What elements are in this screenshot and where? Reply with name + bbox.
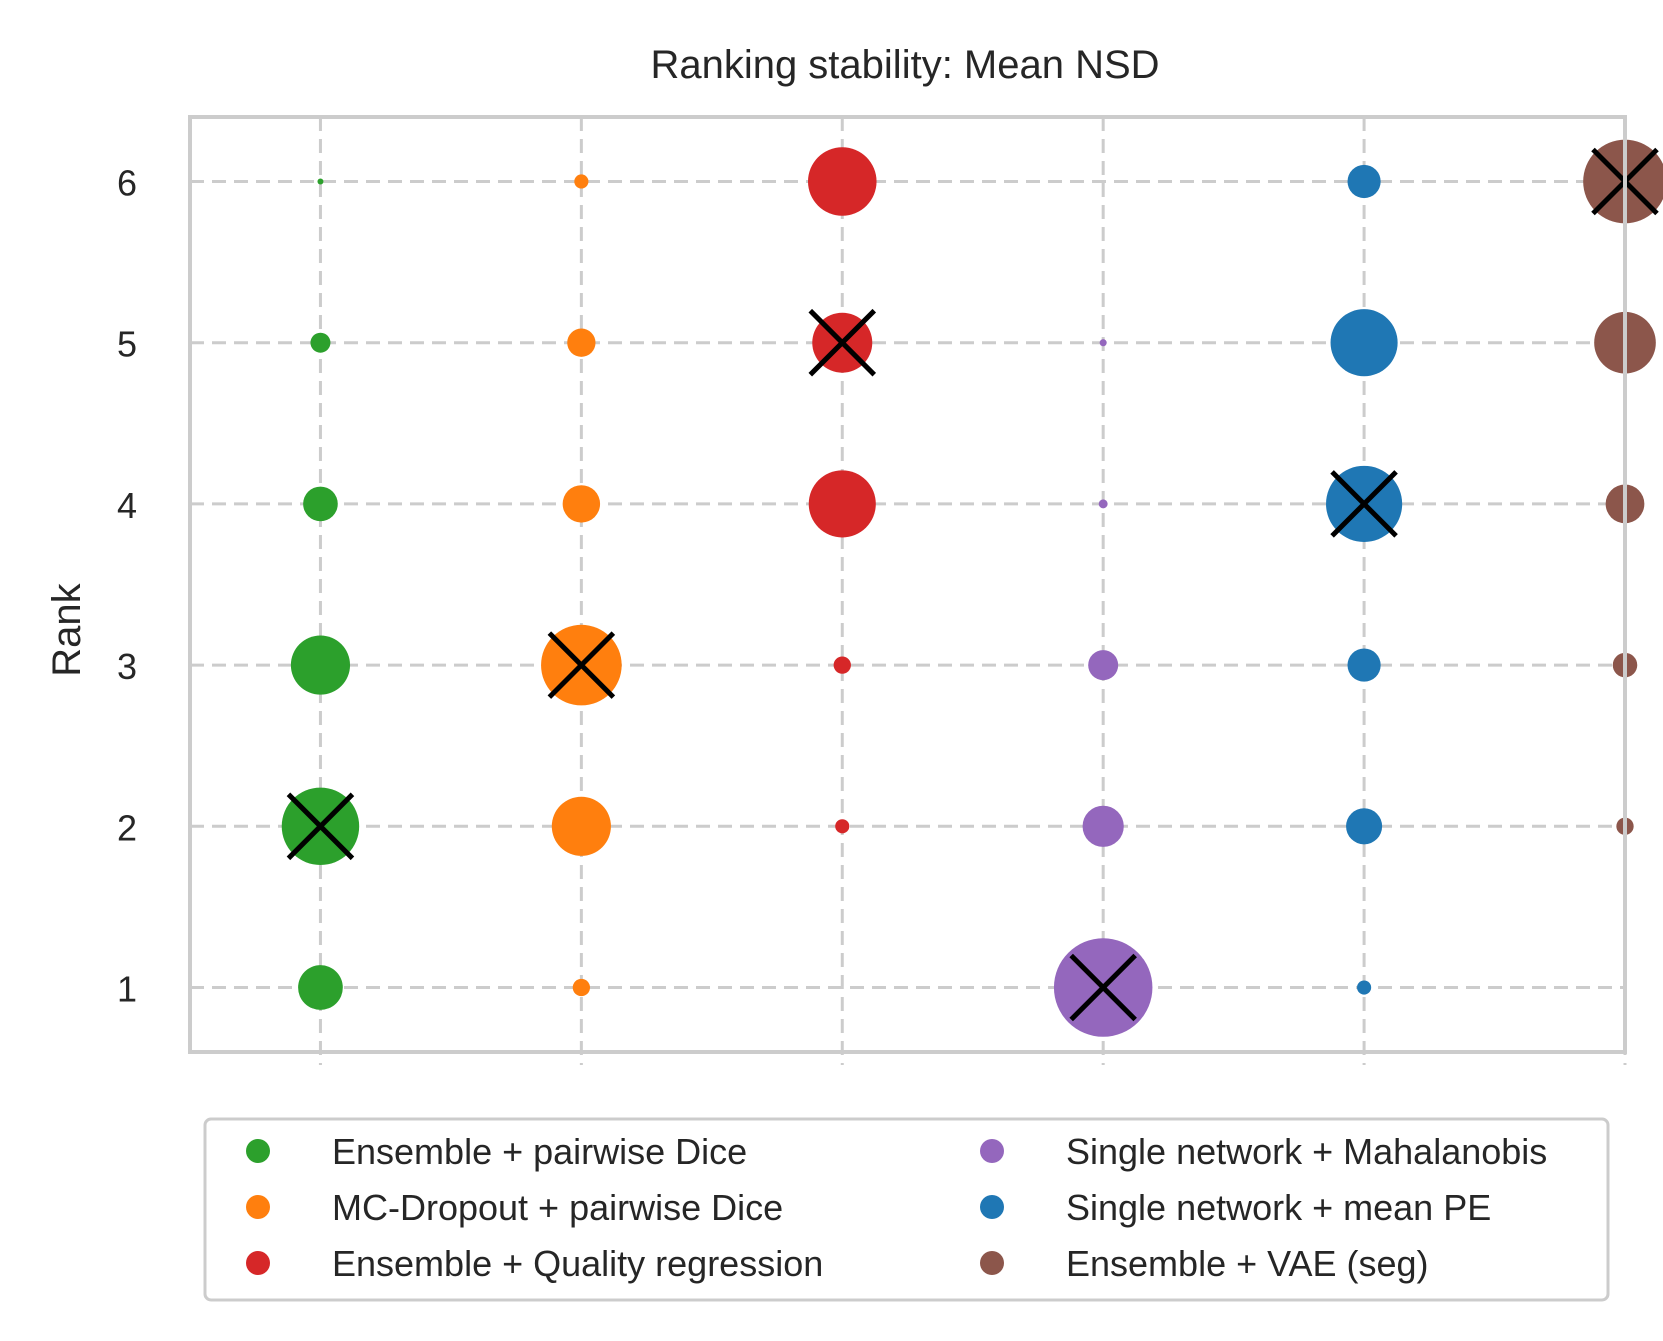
rank-point-s2-r4: [562, 485, 601, 523]
rank-point-s2-r6: [574, 174, 589, 189]
median-cross-s5: [1330, 470, 1398, 538]
y-tick-label: 1: [117, 969, 137, 1010]
rank-point-s4-r4: [1098, 499, 1108, 509]
rank-markers: [281, 139, 1663, 1037]
median-cross-s4: [1069, 953, 1137, 1022]
rank-point-s2-r2: [551, 796, 611, 856]
legend-label: Ensemble + Quality regression: [332, 1243, 823, 1284]
legend-item: Ensemble + pairwise Dice: [246, 1131, 747, 1172]
rank-point-s3-r2: [835, 819, 850, 834]
median-rank-crosses: [286, 147, 1659, 1022]
rank-point-s5-r6: [1347, 164, 1381, 199]
y-tick-label: 2: [117, 807, 137, 848]
y-tick-label: 4: [117, 485, 137, 526]
y-tick-label: 6: [117, 162, 137, 203]
legend-items: Ensemble + pairwise Dice MC-Dropout + pai…: [246, 1131, 1547, 1284]
rank-point-s5-r1: [1357, 980, 1372, 995]
legend: Ensemble + pairwise Dice MC-Dropout + pai…: [203, 1117, 1610, 1302]
legend-item: MC-Dropout + pairwise Dice: [246, 1187, 783, 1228]
rank-point-s1-r4: [303, 486, 338, 522]
rank-point-s4-r2: [1082, 805, 1124, 847]
legend-item: Ensemble + VAE (seg): [980, 1243, 1429, 1284]
y-axis-label: Rank: [45, 582, 89, 676]
median-cross-s3: [808, 308, 877, 377]
legend-item: Single network + Mahalanobis: [980, 1131, 1547, 1172]
rank-point-s2-r1: [572, 978, 591, 997]
legend-label: MC-Dropout + pairwise Dice: [332, 1187, 783, 1228]
cross-stroke: [286, 792, 355, 861]
rank-point-s3-r3: [833, 656, 851, 674]
legend-swatch: [246, 1195, 270, 1219]
legend-item: Single network + mean PE: [980, 1187, 1491, 1228]
median-cross-s1: [286, 792, 355, 861]
rank-point-s1-r3: [290, 635, 351, 695]
legend-swatch: [246, 1251, 270, 1275]
cross-stroke: [1069, 953, 1137, 1022]
rank-point-s4-r3: [1088, 650, 1119, 681]
cross-stroke: [547, 631, 616, 699]
rank-point-s3-r6: [807, 147, 877, 216]
rank-point-s4-r5: [1099, 339, 1107, 347]
legend-swatch: [980, 1139, 1004, 1163]
legend-label: Ensemble + pairwise Dice: [332, 1131, 747, 1172]
rank-point-s1-r1: [298, 965, 343, 1010]
rank-point-s5-r5: [1330, 309, 1398, 377]
cross-stroke: [1330, 470, 1398, 538]
chart-title: Ranking stability: Mean NSD: [650, 43, 1159, 87]
legend-box: [203, 1117, 1610, 1302]
rank-point-s5-r3: [1347, 648, 1381, 682]
legend-label: Single network + mean PE: [1066, 1187, 1491, 1228]
rank-point-s3-r4: [808, 470, 876, 538]
legend-swatch: [980, 1195, 1004, 1219]
plot-frame: [188, 115, 1627, 1054]
y-tick-label: 3: [117, 646, 137, 687]
cross-stroke: [808, 308, 877, 377]
y-tick-label: 5: [117, 324, 137, 365]
grid-lines: [190, 117, 1627, 1065]
legend-label: Ensemble + VAE (seg): [1066, 1243, 1429, 1284]
median-cross-s2: [547, 631, 616, 699]
rank-point-s2-r5: [567, 328, 596, 357]
legend-swatch: [246, 1139, 270, 1163]
legend-item: Ensemble + Quality regression: [246, 1243, 823, 1284]
legend-swatch: [980, 1251, 1004, 1275]
rank-point-s1-r6: [317, 178, 324, 185]
rank-point-s1-r5: [310, 332, 331, 353]
legend-label: Single network + Mahalanobis: [1066, 1131, 1547, 1172]
y-tick-labels: 1 2 3 4 5 6: [117, 162, 137, 1009]
rank-point-s5-r2: [1346, 808, 1383, 845]
